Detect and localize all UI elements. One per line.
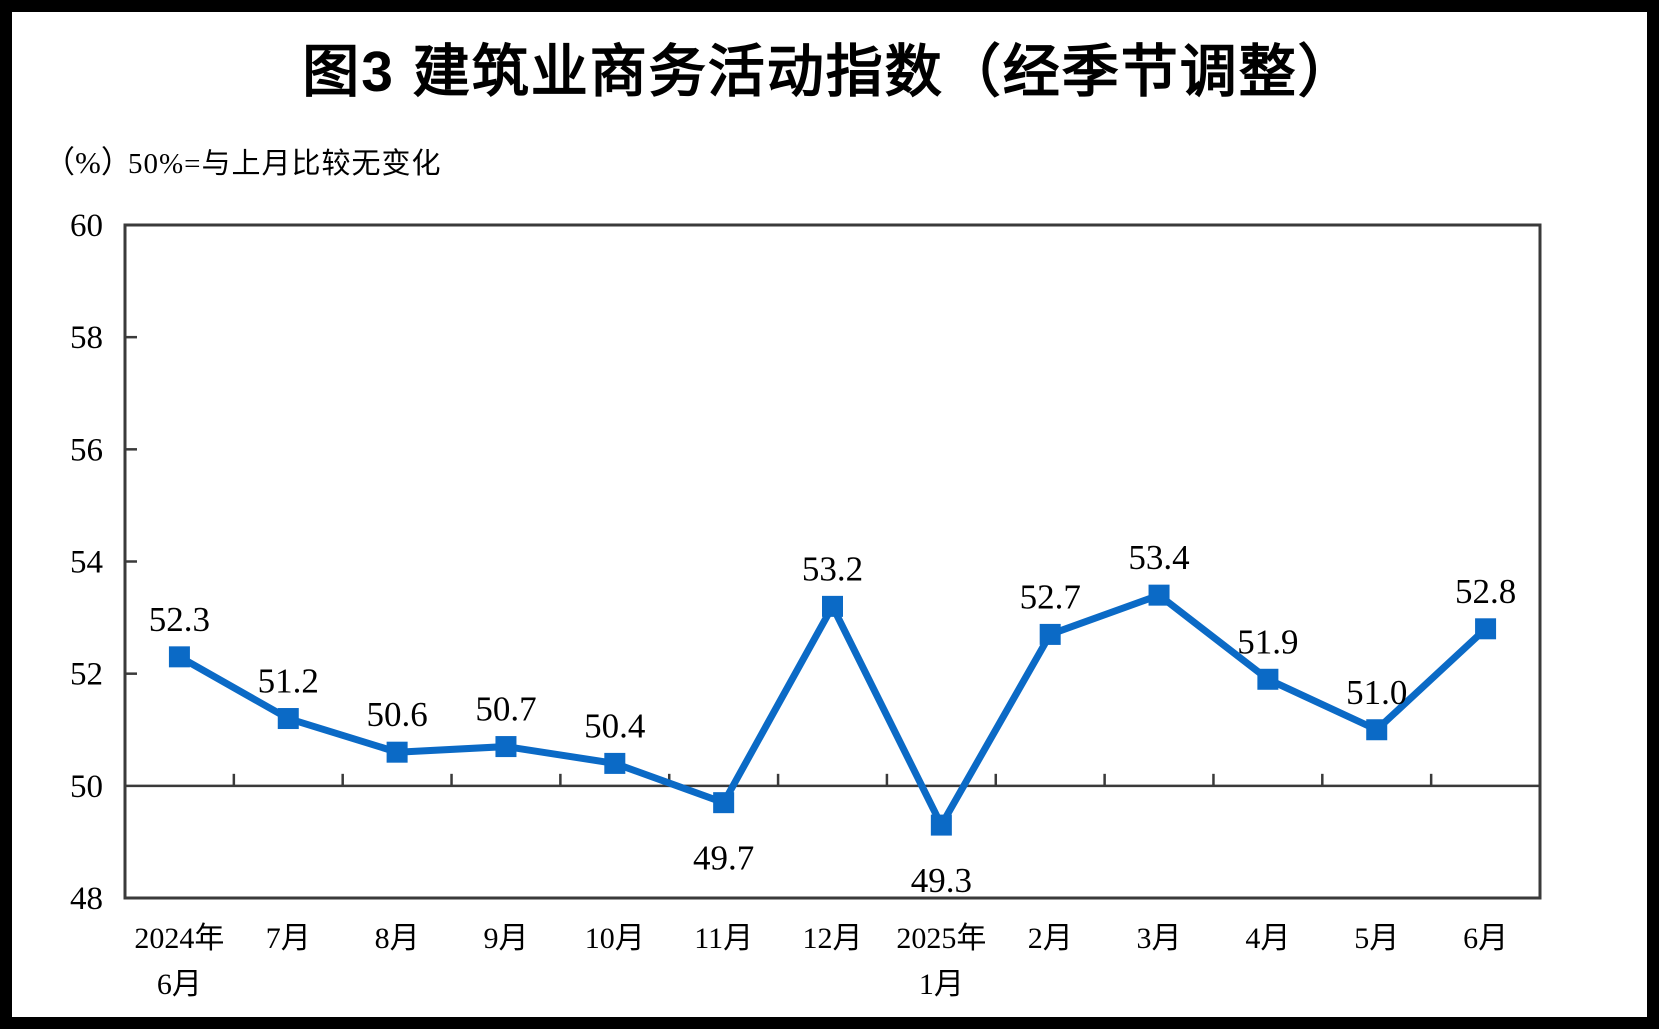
x-category-label: 11月 [694, 922, 753, 955]
chart-subtitle: （%） 50%=与上月比较无变化 [0, 137, 1659, 180]
data-point-marker [386, 741, 408, 763]
x-category-label: 4月 [1245, 922, 1290, 955]
data-point-label: 50.6 [366, 695, 427, 734]
data-point-marker [1366, 719, 1388, 741]
data-point-marker [1257, 668, 1279, 690]
data-point-marker [713, 792, 735, 814]
data-point-label: 51.9 [1237, 622, 1298, 661]
y-tick-label: 58 [70, 320, 103, 356]
chart-title: 图3 建筑业商务活动指数（经季节调整） [302, 40, 1357, 104]
y-tick-label: 50 [70, 769, 103, 805]
data-point-label: 49.7 [693, 839, 754, 878]
data-point-label: 50.4 [584, 706, 645, 745]
reference-line-note: 50%=与上月比较无变化 [128, 148, 442, 180]
data-point-label: 51.2 [258, 662, 319, 701]
data-point-marker [1039, 623, 1061, 645]
data-point-label: 50.7 [475, 690, 536, 729]
data-point-marker [604, 752, 626, 774]
x-category-label: 6月 [1463, 922, 1508, 955]
data-point-label: 53.2 [802, 549, 863, 588]
x-category-label: 2024年 [134, 922, 224, 955]
x-category-label: 12月 [803, 922, 863, 955]
y-tick-label: 48 [70, 881, 103, 917]
data-point-label: 49.3 [911, 861, 972, 900]
x-category-label: 5月 [1354, 922, 1399, 955]
data-point-marker [495, 736, 517, 758]
data-point-label: 52.8 [1455, 572, 1516, 611]
data-point-marker [168, 646, 190, 668]
x-category-label: 6月 [157, 968, 202, 1001]
x-category-label: 2025年 [896, 922, 986, 955]
data-point-marker [277, 708, 299, 730]
data-point-label: 53.4 [1128, 538, 1189, 577]
x-category-label: 8月 [375, 922, 420, 955]
data-point-marker [822, 595, 843, 617]
y-tick-label: 54 [70, 545, 103, 581]
data-point-marker [1148, 584, 1170, 606]
x-category-label: 10月 [585, 922, 645, 955]
y-tick-label: 60 [70, 208, 103, 244]
x-category-label: 2月 [1028, 922, 1073, 955]
x-category-label: 7月 [266, 922, 311, 955]
data-point-marker [1475, 618, 1497, 640]
y-tick-label: 56 [70, 432, 103, 468]
y-axis-unit-label: （%） [44, 145, 132, 180]
data-point-label: 51.0 [1346, 673, 1407, 712]
data-point-marker [930, 814, 952, 836]
x-category-label: 9月 [483, 922, 528, 955]
x-category-label: 3月 [1137, 922, 1182, 955]
data-point-label: 52.3 [149, 600, 210, 639]
y-tick-label: 52 [70, 657, 103, 693]
x-category-label: 1月 [919, 968, 964, 1001]
data-point-label: 52.7 [1020, 577, 1081, 616]
